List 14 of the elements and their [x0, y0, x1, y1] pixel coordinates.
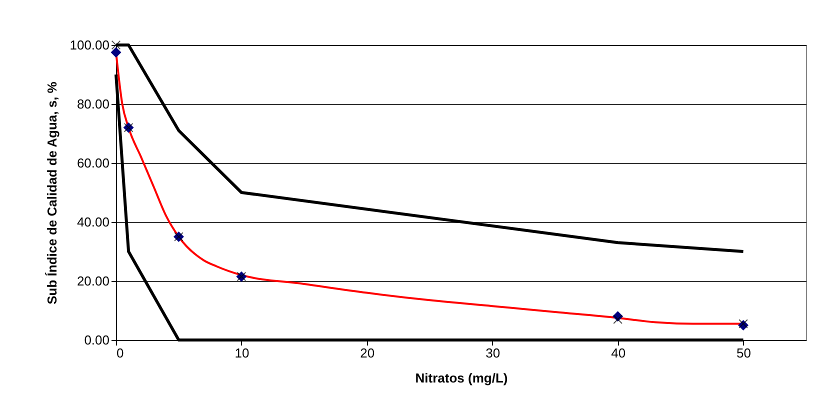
y-tick-label: 100.00: [70, 38, 110, 52]
y-tick-label: 60.00: [76, 156, 110, 170]
x-tick-label: 30: [486, 346, 500, 360]
y-tick-label: 40.00: [76, 214, 110, 230]
x-tick-label: 0: [116, 346, 124, 360]
y-tick-label: 0.00: [84, 332, 110, 348]
y-tick-label: 80.00: [76, 96, 110, 112]
x-axis-title: Nitratos (mg/L): [415, 370, 508, 386]
x-tick-label: 50: [736, 346, 752, 360]
x-tick-label: 20: [360, 346, 375, 360]
x-tick-label: 10: [234, 346, 250, 360]
y-tick-label: 20.00: [76, 274, 110, 288]
x-tick-label: 40: [611, 346, 626, 360]
y-axis-title: Sub Índice de Calidad de Agua, s, %: [44, 81, 60, 304]
